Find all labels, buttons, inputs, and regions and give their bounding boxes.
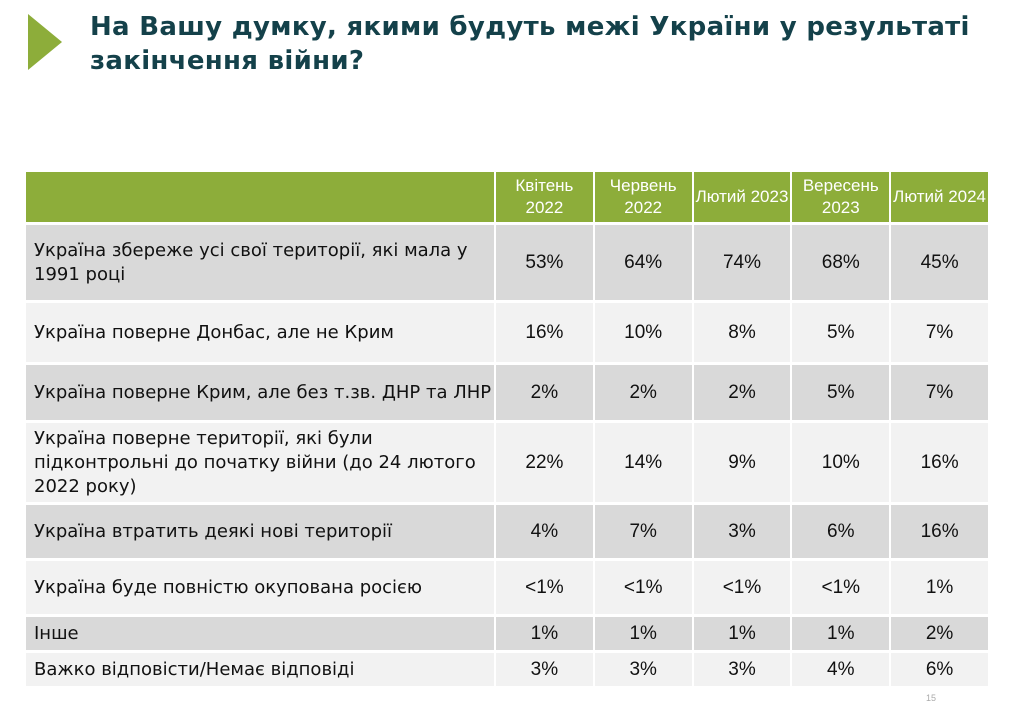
cell-value: 9%: [691, 420, 791, 502]
cell-value: 1%: [494, 614, 593, 650]
cell-value: 16%: [494, 300, 593, 362]
cell-value: 10%: [790, 420, 890, 502]
cell-value: 68%: [790, 222, 890, 300]
cell-value: 14%: [592, 420, 692, 502]
cell-value: 10%: [592, 300, 692, 362]
cell-value: 53%: [494, 222, 593, 300]
column-header: Лютий 2024: [889, 172, 988, 222]
cell-value: 5%: [790, 300, 890, 362]
cell-value: <1%: [691, 558, 791, 614]
row-label: Україна буде повністю окупована росією: [26, 558, 494, 614]
row-label: Україна втратить деякі нові території: [26, 502, 494, 558]
cell-value: 64%: [592, 222, 692, 300]
table-row: Україна збереже усі свої території, які …: [26, 222, 988, 300]
cell-value: 1%: [691, 614, 791, 650]
cell-value: 2%: [691, 362, 791, 420]
cell-value: 8%: [691, 300, 791, 362]
cell-value: 7%: [889, 300, 988, 362]
row-label: Україна поверне Крим, але без т.зв. ДНР …: [26, 362, 494, 420]
page-number: 15: [925, 693, 936, 703]
cell-value: 3%: [691, 502, 791, 558]
column-header: Червень 2022: [592, 172, 692, 222]
header-label-cell: [26, 172, 494, 222]
results-table-container: Квітень 2022 Червень 2022 Лютий 2023 Вер…: [26, 172, 988, 686]
column-header: Вересень 2023: [790, 172, 890, 222]
cell-value: 7%: [889, 362, 988, 420]
cell-value: 5%: [790, 362, 890, 420]
cell-value: <1%: [494, 558, 593, 614]
triangle-bullet-icon: [28, 14, 62, 70]
cell-value: 1%: [790, 614, 890, 650]
page-title: На Вашу думку, якими будуть межі України…: [90, 12, 970, 76]
cell-value: 2%: [494, 362, 593, 420]
cell-value: 16%: [889, 420, 988, 502]
cell-value: 1%: [592, 614, 692, 650]
table-row: Україна буде повністю окупована росією <…: [26, 558, 988, 614]
row-label: Україна збереже усі свої території, які …: [26, 222, 494, 300]
cell-value: <1%: [790, 558, 890, 614]
cell-value: 45%: [889, 222, 988, 300]
cell-value: 2%: [889, 614, 988, 650]
cell-value: 2%: [592, 362, 692, 420]
cell-value: 3%: [691, 650, 791, 686]
cell-value: 22%: [494, 420, 593, 502]
cell-value: 6%: [889, 650, 988, 686]
table-row: Україна поверне території, які були підк…: [26, 420, 988, 502]
cell-value: 4%: [790, 650, 890, 686]
row-label: Україна поверне території, які були підк…: [26, 420, 494, 502]
row-label: Інше: [26, 614, 494, 650]
table-row: Інше 1% 1% 1% 1% 2%: [26, 614, 988, 650]
table-row: Важко відповісти/Немає відповіді 3% 3% 3…: [26, 650, 988, 686]
column-header: Квітень 2022: [494, 172, 593, 222]
table-row: Україна втратить деякі нові території 4%…: [26, 502, 988, 558]
table-row: Україна поверне Крим, але без т.зв. ДНР …: [26, 362, 988, 420]
column-header: Лютий 2023: [691, 172, 791, 222]
cell-value: <1%: [592, 558, 692, 614]
table-row: Україна поверне Донбас, але не Крим 16% …: [26, 300, 988, 362]
cell-value: 1%: [889, 558, 988, 614]
cell-value: 7%: [592, 502, 692, 558]
cell-value: 4%: [494, 502, 593, 558]
table-header-row: Квітень 2022 Червень 2022 Лютий 2023 Вер…: [26, 172, 988, 222]
row-label: Важко відповісти/Немає відповіді: [26, 650, 494, 686]
results-table: Квітень 2022 Червень 2022 Лютий 2023 Вер…: [26, 172, 988, 686]
cell-value: 74%: [691, 222, 791, 300]
cell-value: 6%: [790, 502, 890, 558]
row-label: Україна поверне Донбас, але не Крим: [26, 300, 494, 362]
cell-value: 3%: [592, 650, 692, 686]
cell-value: 16%: [889, 502, 988, 558]
cell-value: 3%: [494, 650, 593, 686]
